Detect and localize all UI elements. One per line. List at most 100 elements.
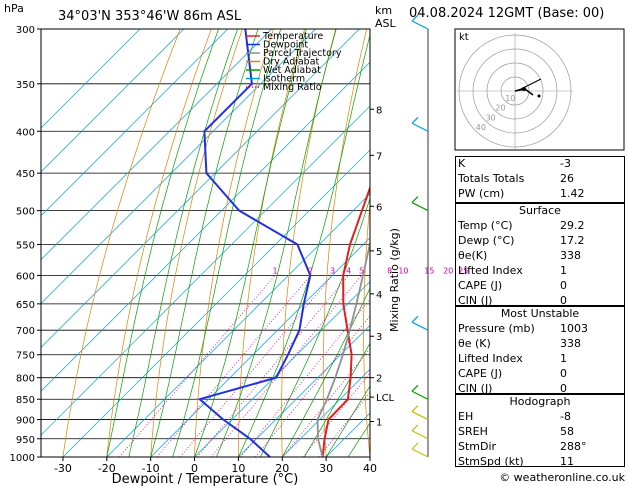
pressure-tick-label-750: 750 <box>16 351 35 362</box>
mixing-ratio-labels: 1 2 3 4 5 8 10 15 20 25 <box>272 266 468 275</box>
temp-tick-label--30: -30 <box>54 462 72 475</box>
hodograph-table: Hodograph EH -8 SREH 58 StmDir 288° StmSpd (kt… <box>455 394 625 469</box>
km-tick-label-8: 8 <box>376 105 382 116</box>
isotherm-10 <box>238 324 370 457</box>
index-value: -3 <box>560 157 571 170</box>
wind-barb-500 <box>411 202 429 212</box>
isotherm--20 <box>106 193 370 457</box>
hodograph-kt-label: kt <box>459 32 469 43</box>
index-row: PW (cm) 1.42 <box>455 186 625 201</box>
most-unstable-value: 1 <box>560 352 567 365</box>
wind-barb-700 <box>411 321 429 331</box>
wind-barb-flag-300 <box>411 14 419 22</box>
hodograph-ring-label-10: 10 <box>505 94 515 103</box>
mixing-ratio-line-1 <box>119 275 276 457</box>
most-unstable-value: 1003 <box>560 322 588 335</box>
wet-adiabat-15 <box>259 197 370 457</box>
wet-adiabat-30 <box>325 385 370 457</box>
wind-barb-400 <box>411 122 429 132</box>
legend-label-mixing-ratio: Mixing Ratio <box>263 82 322 93</box>
pressure-tick-label-450: 450 <box>16 169 35 180</box>
dry-adiabat-20 <box>281 29 337 457</box>
hodograph-stat-row: StmSpd (kt) 11 <box>455 454 625 469</box>
pressure-tick-label-550: 550 <box>16 240 35 251</box>
mixing-ratio-label-4: 4 <box>346 266 351 275</box>
wind-barb-flag-700 <box>411 315 419 323</box>
most-unstable-row: CIN (J) 0 <box>455 381 625 396</box>
most-unstable-box <box>455 306 625 394</box>
mixing-ratio-label-5: 5 <box>359 266 364 275</box>
km-tick-label-5: 5 <box>376 247 382 258</box>
height-axis: 8 7 6 5 4 3 2 LCL 1 <box>370 105 395 429</box>
index-value: 1.42 <box>560 187 585 200</box>
most-unstable-label: Pressure (mb) <box>458 322 535 335</box>
km-tick-label-7: 7 <box>376 151 382 162</box>
hodograph-stat-row: EH -8 <box>455 409 625 424</box>
surface-row: Temp (°C) 29.2 <box>455 218 625 233</box>
wet-adiabat-10 <box>238 33 370 457</box>
wind-barb-300 <box>411 20 429 30</box>
hodograph-stat-label: StmSpd (kt) <box>458 455 524 468</box>
isotherm--10 <box>150 237 370 457</box>
wind-barbs <box>411 14 429 458</box>
mixing-ratio-label-25: 25 <box>458 266 468 275</box>
isotherm--100 <box>41 29 185 173</box>
index-label: K <box>458 157 466 170</box>
hodograph-stat-value: 58 <box>560 425 574 438</box>
surface-label: CIN (J) <box>458 294 493 307</box>
mixing-ratio-label-20: 20 <box>443 266 453 275</box>
hodograph-ring-label-40: 40 <box>476 123 486 132</box>
legend-label-temperature: Temperature <box>262 31 323 42</box>
isotherm--40 <box>41 105 370 436</box>
km-tick-label-1: 1 <box>376 418 382 429</box>
hodograph-table-title: Hodograph <box>509 395 571 408</box>
hodograph-stat-row: SREH 58 <box>455 424 625 439</box>
mixing-ratio-axis-title: Mixing Ratio (g/kg) <box>388 228 401 332</box>
wind-barb-900 <box>411 411 429 421</box>
surface-value: 0 <box>560 294 567 307</box>
wind-barb-1000 <box>411 448 429 458</box>
surface-label: Dewp (°C) <box>458 234 515 247</box>
km-tick-label-3: 3 <box>376 332 382 343</box>
dry-adiabat--30 <box>62 29 181 457</box>
pressure-tick-label-800: 800 <box>16 374 35 385</box>
most-unstable-table: Most Unstable Pressure (mb) 1003 θe (K) 338… <box>455 306 625 396</box>
most-unstable-row: CAPE (J) 0 <box>455 366 625 381</box>
most-unstable-value: 338 <box>560 337 581 350</box>
wet-adiabat--5 <box>172 29 282 457</box>
mixing-ratio-label-10: 10 <box>398 266 408 275</box>
pressure-tick-label-350: 350 <box>16 80 35 91</box>
most-unstable-value: 0 <box>560 367 567 380</box>
mixing-ratio-line-2 <box>156 275 311 457</box>
surface-label: CAPE (J) <box>458 279 503 292</box>
index-value: 26 <box>560 172 574 185</box>
dry-adiabat-0 <box>194 29 274 457</box>
hodograph-ring-label-30: 30 <box>486 113 496 122</box>
surface-row: Dewp (°C) 17.2 <box>455 233 625 248</box>
hodograph-stat-value: -8 <box>560 410 571 423</box>
plot-frame <box>40 28 371 458</box>
hodograph-frame <box>454 28 625 151</box>
most-unstable-label: Lifted Index <box>458 352 523 365</box>
wet-adiabat--20 <box>106 29 219 457</box>
isotherm--30 <box>62 149 370 457</box>
isotherm--60 <box>41 29 360 348</box>
pressure-axis: 300 350 400 450 500 550 600 650 700 750 800 850 900 9… <box>10 25 41 464</box>
km-tick-label-2: 2 <box>376 374 382 385</box>
hodograph-stat-value: 11 <box>560 455 574 468</box>
dry-adiabat-10 <box>238 29 305 457</box>
pressure-tick-label-600: 600 <box>16 271 35 282</box>
km-tick-label-4: 4 <box>376 290 382 301</box>
mixing-ratio-label-8: 8 <box>387 266 392 275</box>
mixing-ratio-label-2: 2 <box>308 266 313 275</box>
hodograph-stat-label: SREH <box>458 425 488 438</box>
series-line-temperature <box>321 185 370 457</box>
hodograph-stat-value: 288° <box>560 440 587 453</box>
wind-barb-950 <box>411 430 429 440</box>
hodograph-stat-label: EH <box>458 410 474 423</box>
surface-value: 17.2 <box>560 234 585 247</box>
isotherm--90 <box>41 29 228 217</box>
mixing-ratio-line-10 <box>254 315 370 457</box>
